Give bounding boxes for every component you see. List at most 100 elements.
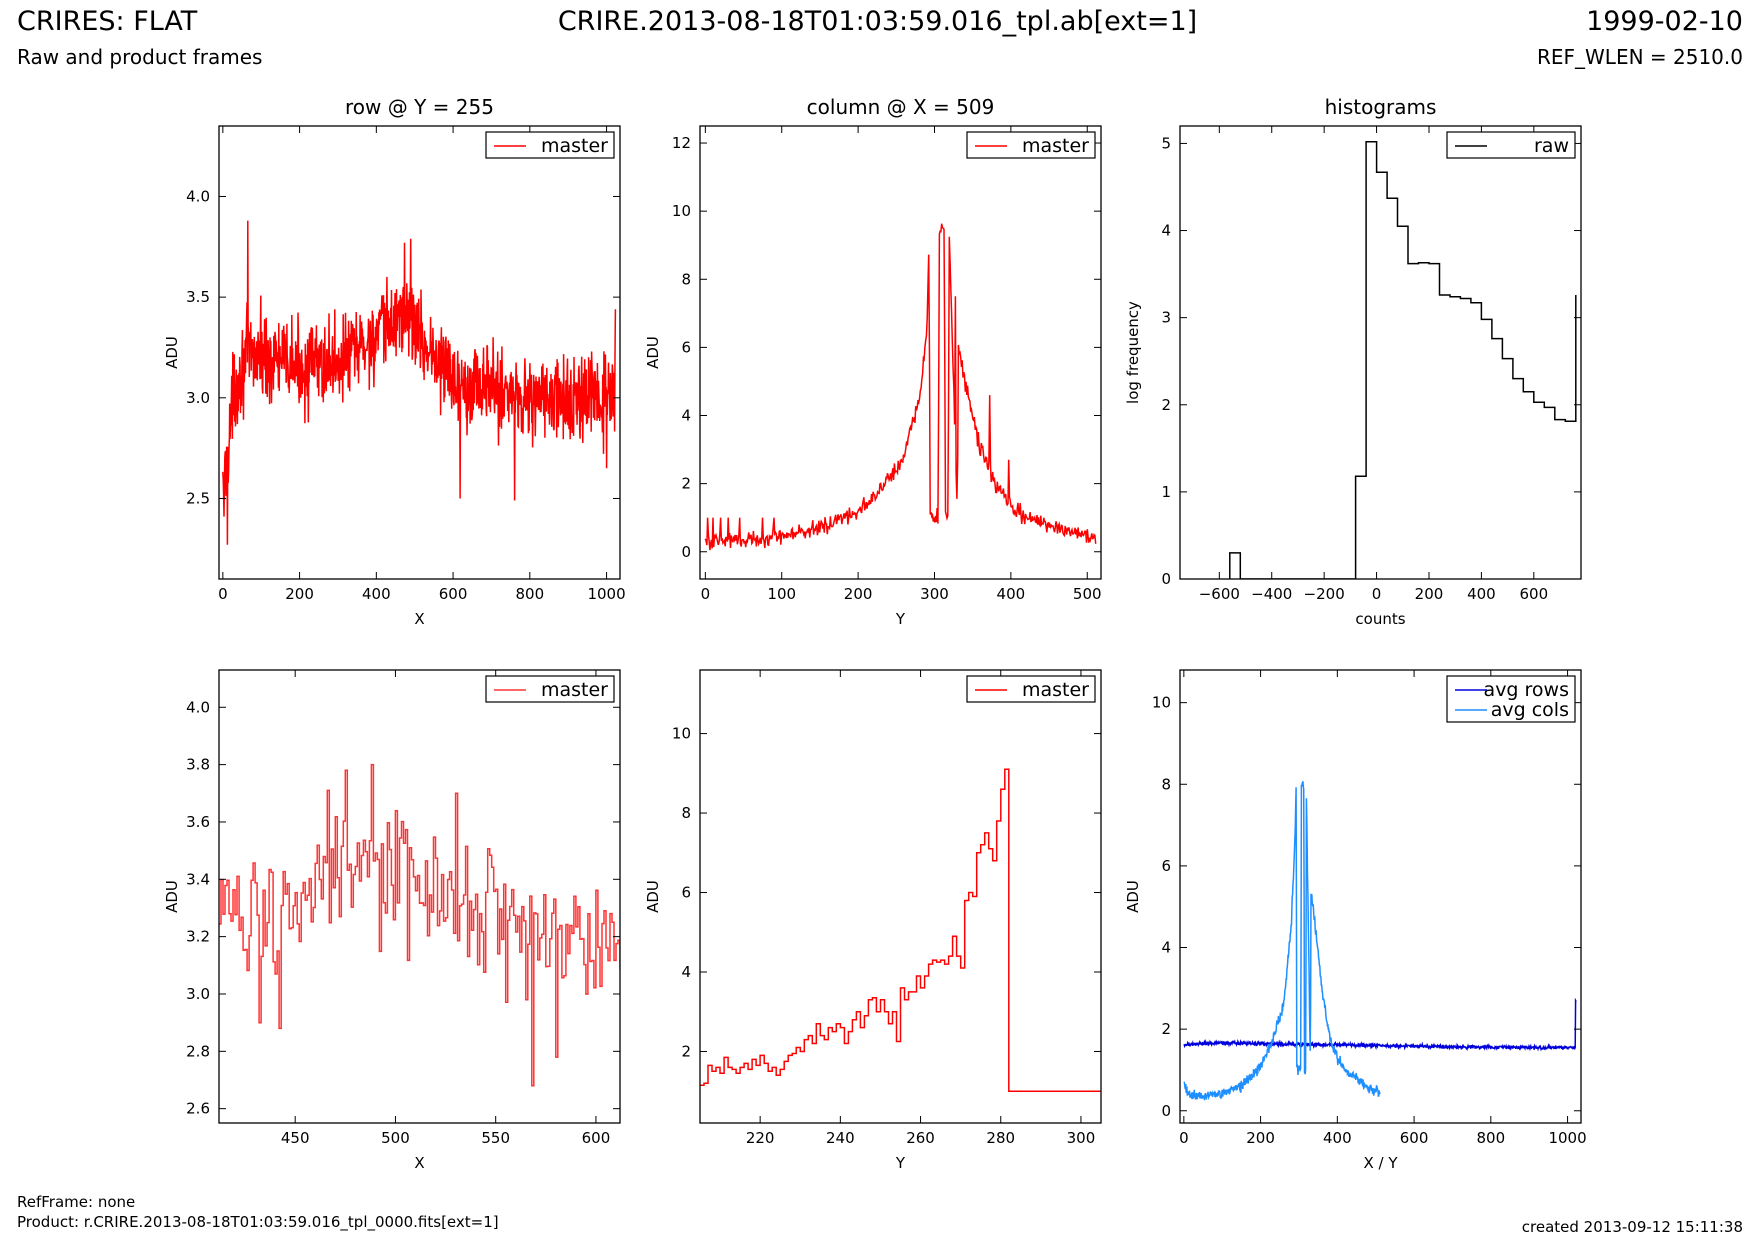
y-axis-label: ADU [644, 880, 662, 913]
legend-box [966, 131, 1096, 159]
x-tick-label: 0 [1372, 585, 1382, 603]
legend-label: raw [1534, 135, 1569, 157]
legend: master [966, 675, 1096, 703]
y-tick-label: 0 [1161, 570, 1171, 588]
x-tick-label: 500 [381, 1129, 410, 1147]
x-tick-label: 0 [701, 585, 711, 603]
legend-label: master [541, 679, 608, 701]
y-tick-label: 4 [681, 407, 691, 425]
y-tick-label: 3.4 [186, 870, 210, 888]
legend-label: master [1022, 679, 1089, 701]
legend-box [1446, 675, 1576, 723]
legend-box [485, 675, 615, 703]
y-tick-label: 2.6 [186, 1100, 210, 1118]
x-axis-label: counts [1355, 610, 1405, 628]
x-tick-label: 600 [582, 1129, 611, 1147]
series-line-avg-cols [1183, 781, 1381, 1101]
y-tick-label: 2.5 [186, 489, 210, 507]
plot-frame [1179, 125, 1582, 580]
x-tick-label: −600 [1199, 585, 1240, 603]
plot-frame [218, 125, 621, 580]
ref-wlen-label: REF_WLEN = 2510.0 [1536, 45, 1743, 69]
y-tick-label: 4.0 [186, 698, 210, 716]
x-axis-label: X [414, 1154, 424, 1172]
series-line-avg-rows [1183, 997, 1577, 1052]
col-plot: 0 100 200 300 400 500 0 2 4 6 8 10 12 column @ X = 50… [644, 95, 1102, 628]
legend: master [485, 131, 615, 159]
x-tick-label: 500 [1073, 585, 1102, 603]
page-title: CRIRES: FLAT [17, 6, 198, 37]
legend-box [485, 131, 615, 159]
page-subtitle: Raw and product frames [17, 45, 263, 69]
x-tick-label: 280 [986, 1129, 1015, 1147]
x-tick-label: −200 [1304, 585, 1345, 603]
y-tick-label: 3 [1161, 309, 1171, 327]
legend-box [966, 675, 1096, 703]
hist-plot: −600 −400 −200 0 200 400 600 0 1 2 3 4 5 histograms co… [1124, 95, 1582, 628]
series-line-master [704, 223, 1097, 551]
x-tick-label: 600 [439, 585, 468, 603]
series-line-master [700, 768, 1101, 1092]
legend-label: avg rows [1484, 679, 1569, 701]
y-tick-label: 2 [681, 1042, 691, 1060]
x-tick-label: 400 [997, 585, 1026, 603]
y-tick-label: 2 [1161, 396, 1171, 414]
y-axis-label: ADU [644, 336, 662, 369]
y-axis-label: ADU [163, 336, 181, 369]
x-tick-label: 300 [920, 585, 949, 603]
frame-name-title: CRIRE.2013-08-18T01:03:59.016_tpl.ab[ext… [557, 6, 1198, 37]
y-tick-label: 6 [681, 338, 691, 356]
row-plot: 0 200 400 600 800 1000 2.5 3.0 3.5 4.0 row @ Y = 2… [163, 95, 626, 628]
x-tick-label: 200 [1246, 1129, 1275, 1147]
legend-label: avg cols [1491, 699, 1569, 721]
y-tick-label: 3.0 [186, 389, 210, 407]
plot-area [700, 768, 1101, 1092]
x-tick-label: 200 [1415, 585, 1444, 603]
y-tick-label: 3.8 [186, 756, 210, 774]
y-axis-label: ADU [1124, 880, 1142, 913]
y-tick-label: 3.6 [186, 813, 210, 831]
series-line-master [222, 220, 617, 545]
x-tick-label: 400 [1467, 585, 1496, 603]
plot-frame [218, 669, 621, 1124]
x-tick-label: 0 [1179, 1129, 1189, 1147]
y-axis-label: log frequency [1124, 301, 1142, 404]
y-tick-label: 4.0 [186, 187, 210, 205]
plot-title: column @ X = 509 [807, 95, 995, 119]
plot-area [704, 223, 1097, 551]
plot-area [1183, 781, 1577, 1101]
y-axis-label: ADU [163, 880, 181, 913]
legend-label: master [541, 135, 608, 157]
series-line-raw [1229, 140, 1577, 579]
legend-box [1446, 131, 1576, 159]
plot-title: histograms [1325, 95, 1437, 119]
x-tick-label: 300 [1067, 1129, 1096, 1147]
legend-label: master [1022, 135, 1089, 157]
legend: master [485, 675, 615, 703]
y-tick-label: 5 [1161, 134, 1171, 152]
y-tick-label: 1 [1161, 483, 1171, 501]
x-tick-label: 100 [767, 585, 796, 603]
y-tick-label: 3.2 [186, 928, 210, 946]
y-tick-label: 6 [681, 884, 691, 902]
y-tick-label: 0 [681, 543, 691, 561]
created-timestamp: created 2013-09-12 15:11:38 [1521, 1218, 1743, 1236]
x-tick-label: 220 [746, 1129, 775, 1147]
x-axis-label: Y [895, 610, 906, 628]
y-tick-label: 4 [1161, 939, 1171, 957]
plot-area [1229, 140, 1577, 579]
y-tick-label: 0 [1161, 1102, 1171, 1120]
y-tick-label: 4 [681, 963, 691, 981]
x-tick-label: 0 [218, 585, 228, 603]
legend: raw [1446, 131, 1576, 159]
y-tick-label: 6 [1161, 857, 1171, 875]
x-tick-label: 200 [285, 585, 314, 603]
plot-frame [1179, 669, 1582, 1124]
x-tick-label: 200 [844, 585, 873, 603]
x-tick-label: 260 [906, 1129, 935, 1147]
y-tick-label: 8 [681, 804, 691, 822]
x-axis-label: Y [895, 1154, 906, 1172]
avg-plot: 0 200 400 600 800 1000 0 2 4 6 8 10 X / Y ADU avg rows… [1124, 669, 1587, 1172]
x-tick-label: 400 [362, 585, 391, 603]
